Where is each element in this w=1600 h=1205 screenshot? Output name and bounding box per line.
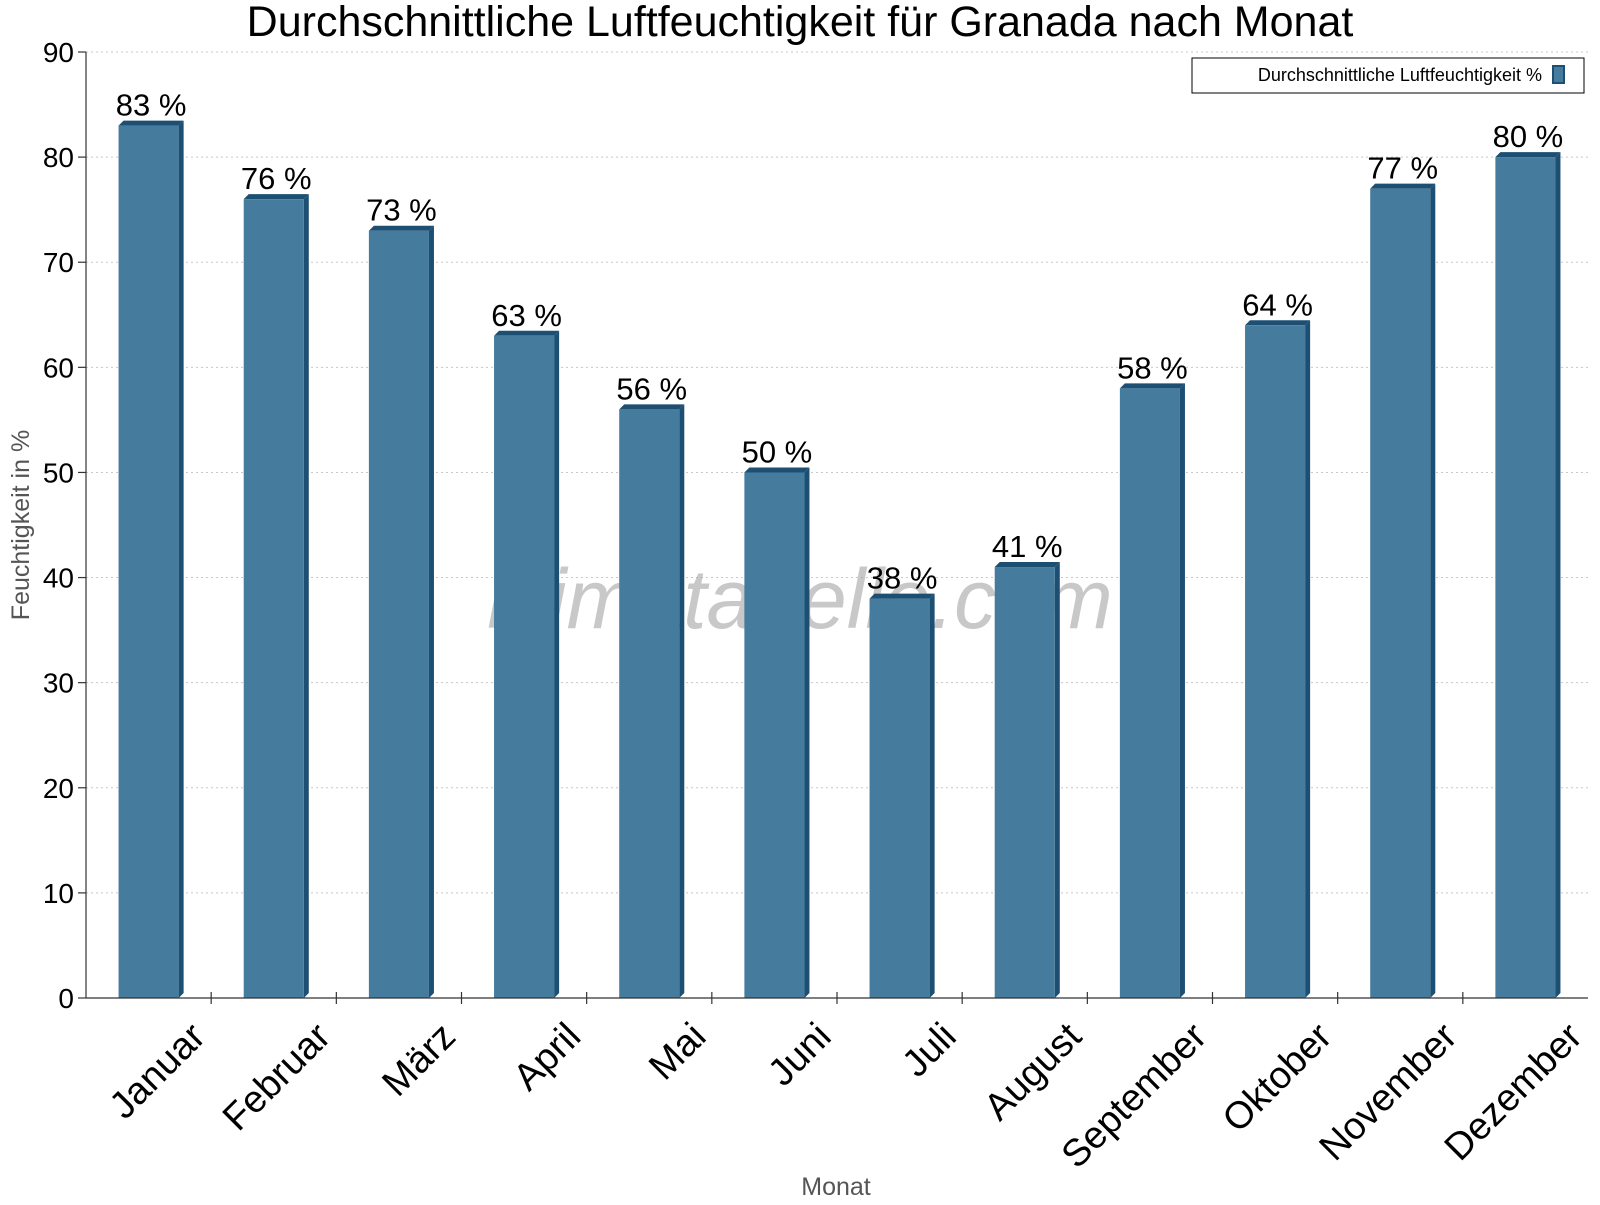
bar-side-face: [428, 225, 434, 998]
data-label: 80 %: [1493, 119, 1564, 154]
bar-side-face: [929, 593, 935, 998]
y-tick-label: 80: [43, 142, 74, 173]
data-label: 63 %: [491, 298, 562, 333]
chart-title: Durchschnittliche Luftfeuchtigkeit für G…: [247, 0, 1354, 46]
x-tick-label: Mai: [641, 1015, 714, 1088]
bar-side-face: [554, 330, 560, 998]
bar-september: [1119, 388, 1180, 998]
y-tick-label: 60: [43, 352, 74, 383]
x-tick-label: Dezember: [1437, 1015, 1591, 1169]
bar-top-face: [368, 225, 434, 231]
y-tick-label: 20: [43, 773, 74, 804]
bar-top-face: [118, 120, 184, 126]
x-axis-title: Monat: [801, 1173, 871, 1200]
data-label-layer: 83 % 76 % 73 % 63 % 56 % 50 % 38 % 41 % 58 % 64 %…: [116, 88, 1564, 596]
y-tick-label: 40: [43, 563, 74, 594]
y-tick-label: 30: [43, 668, 74, 699]
bar-märz: [368, 230, 429, 998]
bar-side-face: [178, 120, 184, 999]
grid-layer: [86, 51, 1588, 894]
legend-box: [1191, 57, 1585, 94]
x-tick-label: April: [506, 1015, 589, 1098]
x-tick-label: März: [375, 1015, 464, 1104]
bar-top-face: [1119, 383, 1185, 389]
data-label: 41 %: [992, 529, 1063, 564]
x-tick-label: Oktober: [1215, 1015, 1341, 1141]
bar-side-face: [804, 467, 810, 998]
x-tick-label: Juli: [895, 1015, 965, 1085]
data-label: 38 %: [867, 561, 938, 596]
bar-oktober: [1245, 325, 1306, 998]
bar-side-face: [303, 194, 309, 999]
x-tick-label: Januar: [102, 1015, 214, 1127]
bar-juni: [744, 472, 805, 998]
y-tick-label: 10: [43, 878, 74, 909]
bar-top-face: [494, 330, 560, 336]
bar-side-face: [1179, 383, 1185, 998]
bar-top-face: [243, 194, 309, 200]
x-tick-label: Februar: [215, 1015, 339, 1139]
bar-layer: [118, 120, 1561, 999]
data-label: 58 %: [1117, 350, 1188, 385]
data-label: 83 %: [116, 88, 187, 123]
bar-top-face: [994, 562, 1060, 568]
bar-side-face: [1305, 320, 1311, 998]
data-label: 64 %: [1242, 287, 1313, 322]
bar-top-face: [744, 467, 810, 473]
y-tick-label: 90: [43, 37, 74, 68]
x-tick-label: Juni: [760, 1015, 839, 1094]
legend-swatch-box: [1552, 65, 1565, 84]
y-axis-title: Feuchtigkeit in %: [7, 430, 35, 620]
data-label: 77 %: [1367, 151, 1438, 186]
legend: Durchschnittliche Luftfeuchtigkeit %: [1191, 57, 1585, 94]
bar-side-face: [679, 404, 685, 998]
bar-august: [994, 567, 1055, 998]
bar-april: [494, 335, 555, 998]
bar-november: [1370, 188, 1431, 999]
legend-label: Durchschnittliche Luftfeuchtigkeit %: [1258, 65, 1542, 85]
data-label: 50 %: [742, 434, 813, 469]
legend-swatch: [1552, 65, 1565, 84]
bar-top-face: [1370, 183, 1436, 189]
y-tick-label: 0: [58, 983, 74, 1014]
bar-side-face: [1555, 152, 1561, 999]
bar-side-face: [1054, 562, 1060, 998]
bar-top-face: [619, 404, 685, 410]
data-label: 56 %: [616, 371, 687, 406]
bar-januar: [118, 125, 179, 999]
data-label: 76 %: [241, 161, 312, 196]
bar-top-face: [1245, 320, 1311, 326]
bar-mai: [619, 409, 680, 998]
bar-side-face: [1430, 183, 1436, 999]
y-tick-label: 50: [43, 457, 74, 488]
bar-dezember: [1495, 157, 1556, 999]
bar-februar: [243, 199, 304, 999]
y-tick-label: 70: [43, 247, 74, 278]
bar-top-face: [869, 593, 935, 599]
bar-juli: [869, 598, 930, 998]
data-label: 73 %: [366, 193, 437, 228]
x-tick-label: August: [976, 1015, 1090, 1129]
bar-top-face: [1495, 152, 1561, 158]
